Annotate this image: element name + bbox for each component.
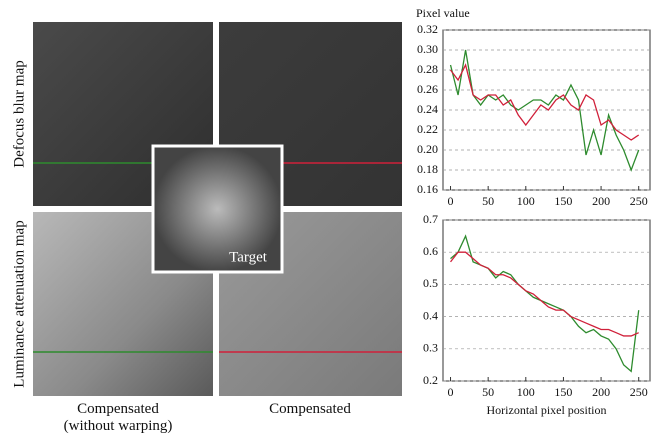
- x-tick-label: 100: [517, 194, 535, 208]
- y-tick-label: 0.4: [423, 308, 438, 322]
- y-tick-label: 0.32: [417, 22, 438, 36]
- y-tick-label: 0.6: [423, 244, 438, 258]
- row-label: Defocus blur map: [11, 60, 27, 167]
- x-tick-label: 150: [554, 194, 572, 208]
- x-tick-label: 50: [482, 385, 494, 399]
- target-image: [151, 144, 284, 274]
- y-tick-label: 0.16: [417, 182, 438, 196]
- x-tick-label: 200: [592, 194, 610, 208]
- y-tick-label: 0.30: [417, 42, 438, 56]
- row-label: Luminance attenuation map: [11, 220, 27, 387]
- x-tick-label: 250: [630, 194, 648, 208]
- plot-frame: [442, 219, 651, 382]
- x-tick-label: 100: [517, 385, 535, 399]
- x-tick-label: 0: [448, 194, 454, 208]
- y-tick-label: 0.7: [423, 212, 438, 226]
- y-tick-label: 0.2: [423, 373, 438, 387]
- x-tick-label: 200: [592, 385, 610, 399]
- target-label: Target: [229, 249, 268, 265]
- x-tick-label: 150: [554, 385, 572, 399]
- series-line: [449, 49, 640, 172]
- column-label: Compensated: [269, 401, 351, 417]
- y-tick-label: 0.26: [417, 82, 438, 96]
- y-axis-label: Pixel value: [416, 6, 470, 20]
- y-tick-label: 0.20: [417, 142, 438, 156]
- x-tick-label: 250: [630, 385, 648, 399]
- x-tick-label: 0: [448, 385, 454, 399]
- y-tick-label: 0.28: [417, 62, 438, 76]
- y-tick-label: 0.18: [417, 162, 438, 176]
- y-tick-label: 0.22: [417, 122, 438, 136]
- column-label: Compensated (without warping): [64, 401, 173, 434]
- y-tick-label: 0.3: [423, 341, 438, 355]
- series-line: [450, 63, 640, 141]
- y-tick-label: 0.24: [417, 102, 438, 116]
- y-tick-label: 0.5: [423, 276, 438, 290]
- series-line: [450, 251, 639, 337]
- x-tick-label: 50: [482, 194, 494, 208]
- x-axis-label: Horizontal pixel position: [487, 403, 607, 417]
